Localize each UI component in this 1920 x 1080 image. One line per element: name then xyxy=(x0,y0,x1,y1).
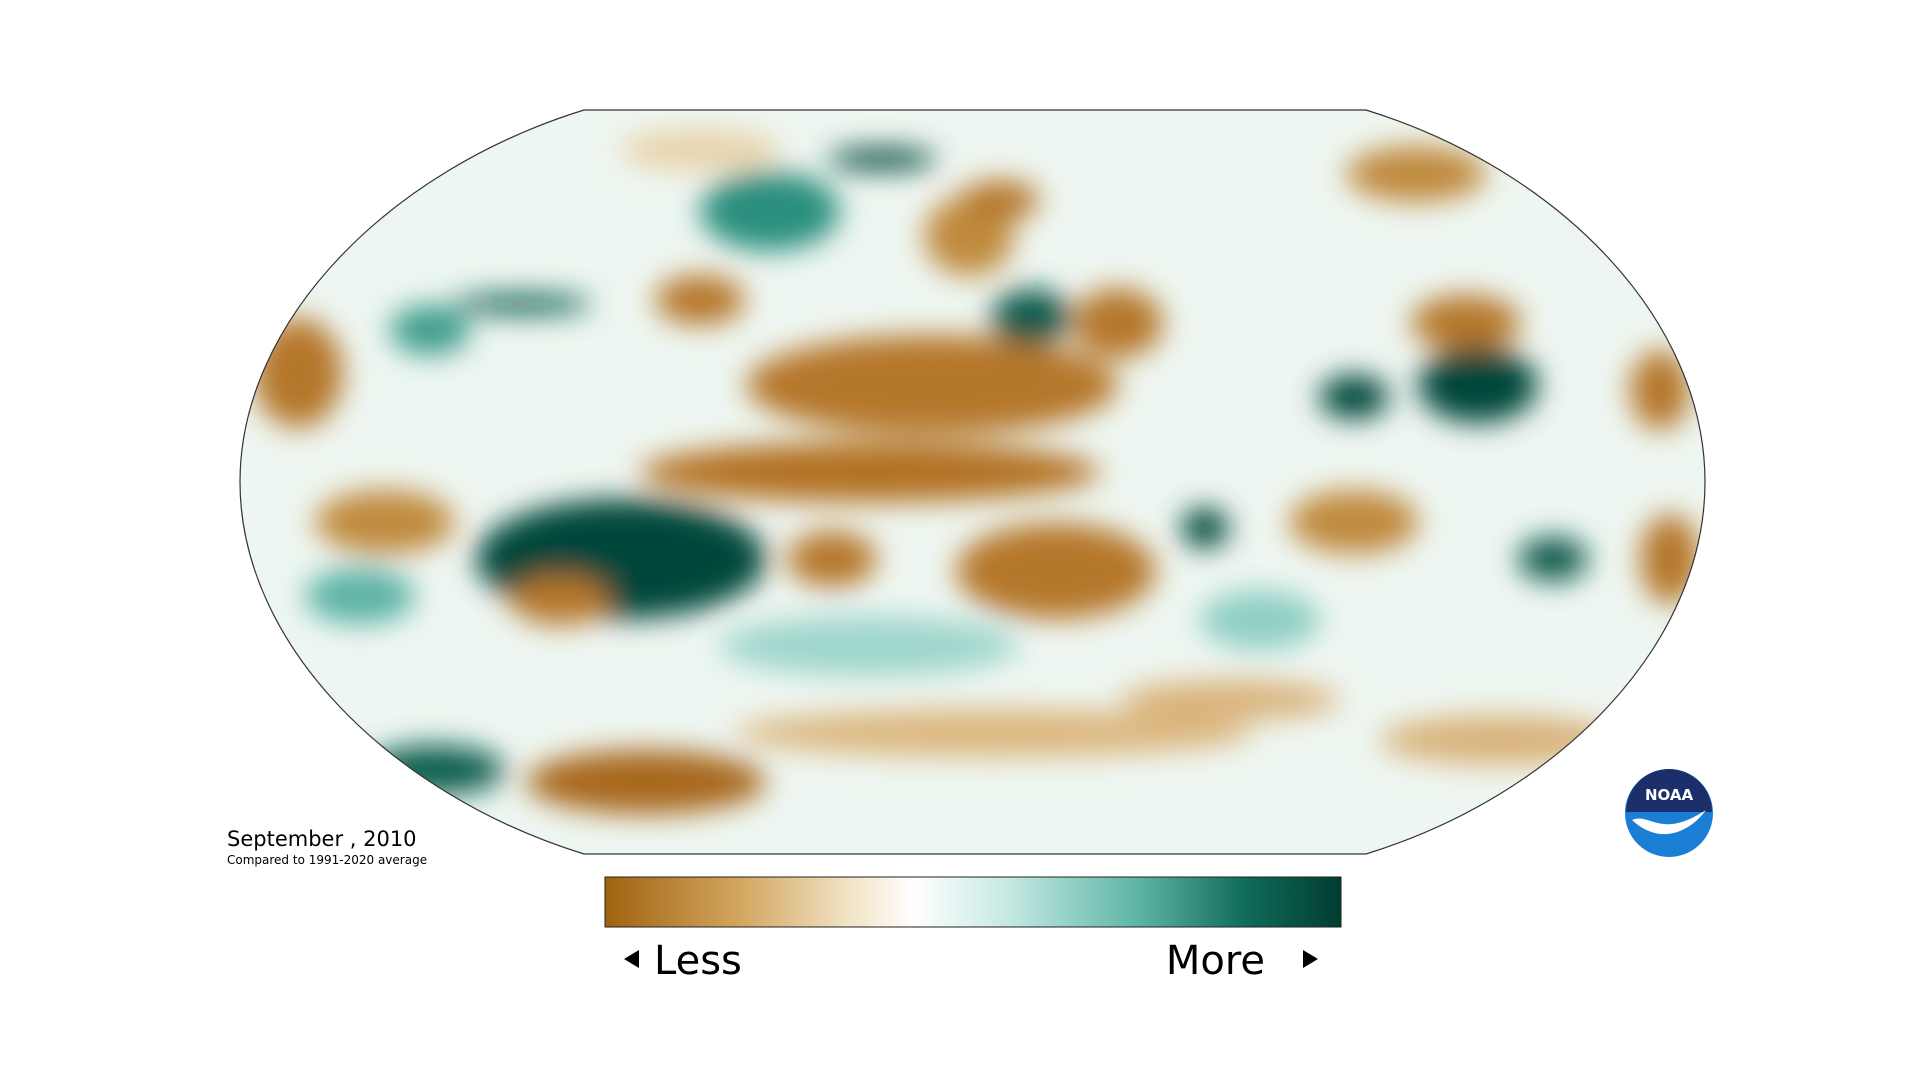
legend-high: More xyxy=(1166,938,1265,984)
arrow-right xyxy=(1303,950,1318,968)
noaa-logo: NOAA xyxy=(1625,769,1713,857)
logo-text: NOAA xyxy=(1645,786,1694,804)
color-scale xyxy=(604,876,1342,928)
legend-low: Less xyxy=(654,938,742,984)
subtitle: Compared to 1991-2020 average xyxy=(227,853,427,867)
anomaly-map xyxy=(240,110,1705,854)
arrow-left xyxy=(624,950,639,968)
date-label: September , 2010 xyxy=(227,827,417,851)
map-outline xyxy=(239,109,1706,855)
